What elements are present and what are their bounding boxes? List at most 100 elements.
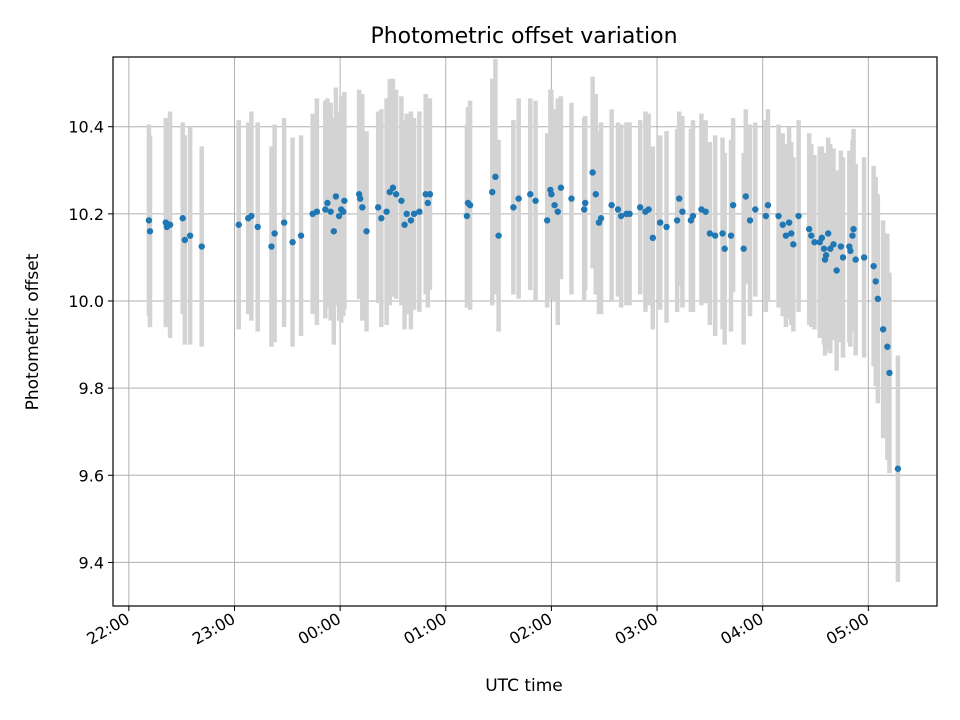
- data-point: [146, 228, 154, 235]
- data-point: [752, 206, 759, 213]
- data-point: [359, 204, 366, 211]
- data-point: [322, 206, 329, 213]
- data-point: [179, 215, 186, 222]
- data-point: [407, 217, 415, 224]
- data-point: [663, 223, 670, 231]
- data-point: [313, 208, 321, 215]
- data-point: [824, 230, 832, 237]
- data-point: [721, 245, 728, 252]
- data-point: [742, 193, 749, 200]
- data-point: [466, 201, 474, 209]
- y-tick-label: 9.4: [79, 553, 104, 572]
- y-tick-label: 10.4: [68, 118, 104, 137]
- data-point: [617, 212, 625, 220]
- data-point: [805, 225, 813, 233]
- data-point: [568, 195, 575, 202]
- data-point: [657, 219, 664, 226]
- plot-frame: [112, 56, 938, 607]
- data-point: [645, 206, 652, 213]
- data-point: [879, 326, 887, 333]
- data-point: [403, 210, 410, 218]
- data-point: [847, 247, 854, 255]
- data-point: [248, 212, 255, 220]
- data-point: [330, 228, 337, 235]
- data-point: [495, 232, 502, 239]
- data-point: [860, 254, 868, 261]
- data-point: [357, 195, 364, 202]
- data-point: [822, 252, 830, 259]
- x-axis-label: UTC time: [485, 676, 563, 696]
- data-point: [363, 228, 370, 235]
- data-point: [515, 195, 522, 202]
- data-point: [580, 206, 588, 213]
- data-point: [727, 232, 735, 239]
- data-point: [849, 232, 856, 239]
- data-points: [145, 169, 902, 472]
- data-point: [426, 191, 434, 198]
- data-point: [850, 225, 857, 233]
- data-point: [335, 212, 343, 220]
- data-point: [711, 232, 719, 239]
- data-point: [280, 219, 288, 226]
- data-point: [795, 212, 802, 220]
- data-point: [271, 230, 278, 237]
- data-point: [341, 197, 348, 204]
- data-point: [818, 234, 826, 242]
- data-point: [679, 208, 686, 215]
- data-point: [527, 191, 534, 198]
- chart-title: Photometric offset variation: [370, 24, 677, 49]
- data-point: [790, 241, 797, 248]
- data-point: [289, 238, 296, 246]
- data-point: [198, 243, 205, 250]
- data-point: [181, 236, 189, 244]
- data-point: [543, 217, 551, 224]
- data-point: [874, 295, 882, 303]
- data-point: [166, 221, 174, 228]
- data-point: [830, 241, 837, 248]
- data-point: [837, 243, 845, 250]
- data-point: [608, 201, 615, 209]
- data-point: [894, 465, 902, 472]
- data-point: [389, 184, 397, 191]
- data-point: [626, 210, 633, 218]
- data-point: [706, 230, 714, 237]
- data-point: [833, 267, 840, 274]
- data-point: [489, 188, 496, 196]
- data-point: [492, 173, 499, 181]
- data-point: [852, 256, 859, 263]
- data-point: [740, 245, 747, 252]
- data-point: [884, 343, 891, 350]
- data-point: [729, 201, 737, 209]
- data-point: [378, 215, 385, 222]
- data-point: [463, 212, 471, 220]
- data-point: [839, 254, 847, 261]
- data-point: [392, 191, 400, 198]
- data-point: [589, 169, 596, 176]
- data-point: [597, 215, 605, 222]
- data-point: [548, 191, 555, 198]
- data-point: [649, 234, 657, 242]
- data-point: [592, 191, 599, 198]
- data-point: [811, 238, 818, 246]
- y-tick-label: 10.2: [68, 205, 104, 224]
- data-point: [702, 208, 709, 215]
- data-point: [775, 212, 782, 220]
- data-point: [764, 201, 772, 209]
- data-point: [383, 208, 390, 215]
- data-point: [820, 245, 828, 252]
- data-point: [327, 208, 334, 215]
- data-point: [551, 201, 558, 209]
- data-point: [410, 210, 418, 218]
- data-point: [374, 204, 382, 211]
- data-point: [719, 230, 726, 237]
- data-point: [416, 208, 423, 215]
- data-point: [676, 195, 683, 202]
- data-point: [808, 232, 815, 239]
- data-point: [762, 212, 770, 220]
- data-point: [788, 230, 795, 237]
- y-axis: 9.4 9.6 9.8 10.0 10.2 10.4: [68, 118, 113, 572]
- data-point: [297, 232, 305, 239]
- data-point: [782, 232, 790, 239]
